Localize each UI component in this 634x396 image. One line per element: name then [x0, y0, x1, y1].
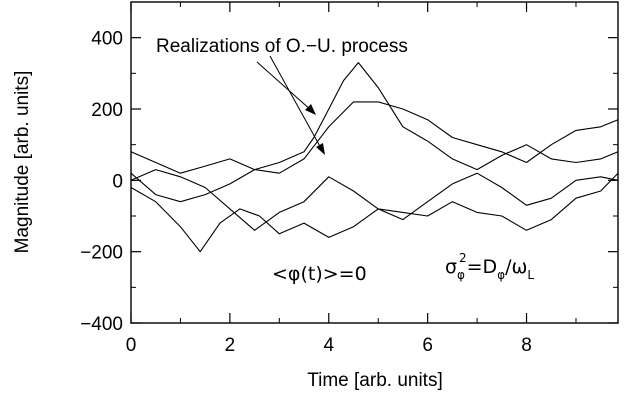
- series-line-3: [130, 172, 619, 253]
- arrow-2-head: [316, 143, 325, 155]
- x-tick-label: 4: [323, 335, 334, 356]
- variance-omega-sub: L: [527, 268, 534, 282]
- x-tick-label: 2: [225, 335, 236, 356]
- x-axis-title: Time [arb. units]: [307, 370, 443, 391]
- annotation-realizations: Realizations of O.−U. process: [156, 36, 408, 155]
- x-tick-label: 6: [422, 335, 433, 356]
- arrow-1-line: [256, 61, 313, 112]
- y-axis-title: Magnitude [arb. units]: [12, 71, 33, 254]
- annotation-variance: σφ2=Dφ/ωL: [445, 251, 534, 282]
- x-tick-label: 0: [126, 335, 137, 356]
- series-group: [130, 62, 619, 253]
- series-line-1: [130, 62, 619, 203]
- variance-eq: =D: [467, 256, 498, 278]
- variance-sigma: σ: [445, 256, 457, 278]
- y-tick-label: 400: [91, 29, 123, 50]
- variance-sigma-sub: φ: [457, 268, 465, 282]
- y-tick-label: 200: [91, 100, 123, 121]
- y-tick-label: −400: [80, 314, 123, 335]
- arrow-1-head: [305, 104, 316, 115]
- arrow-2-line: [269, 55, 323, 151]
- plot-area: −400 −200 0 200 400 0 2 4 6 8: [80, 1, 619, 356]
- variance-sigma-sup: 2: [459, 251, 467, 265]
- axis-ticks: −400 −200 0 200 400 0 2 4 6 8: [80, 2, 618, 356]
- variance-d-sub: φ: [497, 268, 505, 282]
- annotation-realizations-label: Realizations of O.−U. process: [156, 36, 408, 57]
- y-tick-label: 0: [112, 171, 123, 192]
- series-line-4: [130, 169, 619, 231]
- series-line-2: [130, 101, 619, 174]
- x-tick-label: 8: [521, 335, 532, 356]
- plot-frame: [130, 1, 619, 324]
- variance-slash: /ω: [505, 256, 527, 278]
- annotation-mean: <φ(t)>=0: [272, 263, 367, 285]
- y-tick-label: −200: [80, 243, 123, 264]
